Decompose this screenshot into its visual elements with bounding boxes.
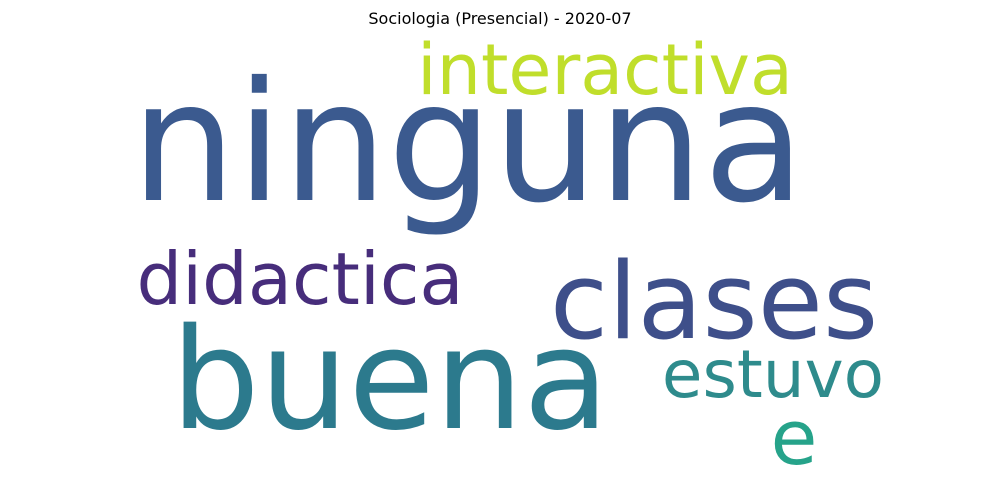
- word-didactica: didactica: [136, 237, 463, 321]
- word-clases: clases: [550, 240, 878, 363]
- word-estuvo: estuvo: [662, 336, 884, 413]
- word-e: e: [771, 393, 818, 482]
- chart-title: Sociologia (Presencial) - 2020-07: [368, 9, 632, 28]
- word-ninguna: ninguna: [131, 47, 805, 240]
- word-buena: buena: [171, 299, 609, 462]
- word-interactiva: interactiva: [417, 29, 793, 111]
